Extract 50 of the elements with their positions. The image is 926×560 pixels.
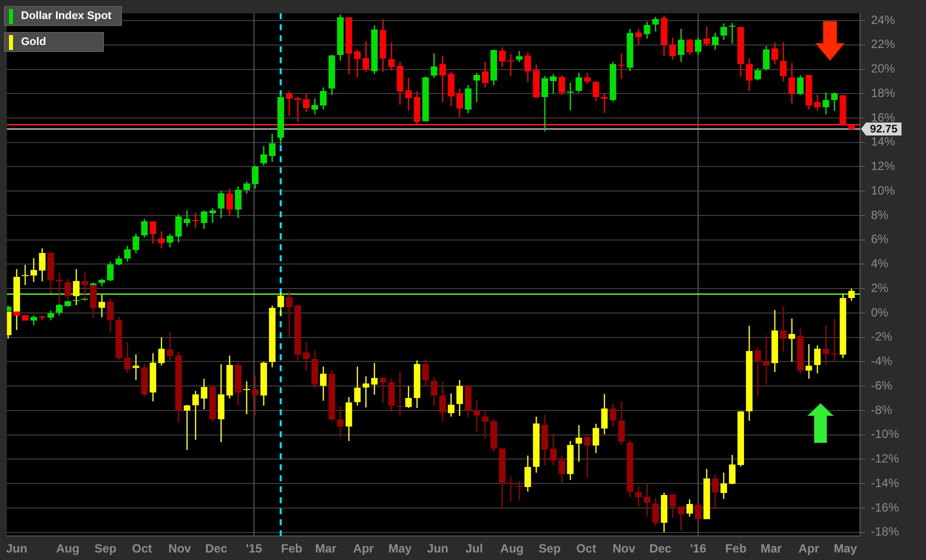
x-tick-label: Dec	[649, 542, 672, 556]
text: 92.75	[870, 124, 898, 136]
y-tick-label: 12%	[871, 159, 896, 174]
x-tick-label: Jun	[6, 542, 28, 556]
y-tick-label: -8%	[871, 402, 893, 417]
legend-label: Gold	[21, 36, 46, 48]
y-tick-label: 18%	[871, 86, 896, 100]
x-tick-label: Nov	[612, 542, 636, 556]
y-tick-label: -4%	[871, 354, 893, 368]
x-tick-label: Apr	[353, 542, 374, 556]
y-tick-label: -18%	[871, 524, 900, 539]
x-tick-label: Sep	[94, 542, 117, 556]
x-tick-label: Nov	[168, 542, 192, 556]
x-tick-label: Mar	[760, 542, 782, 556]
x-tick-label: Aug	[500, 542, 524, 556]
y-tick-label: -6%	[871, 378, 893, 392]
y-tick-label: 14%	[871, 134, 896, 149]
y-tick-label: 2%	[871, 280, 889, 295]
y-tick-label: 20%	[871, 62, 896, 76]
x-tick-label: May	[834, 542, 858, 556]
y-tick-label: 22%	[871, 37, 896, 52]
x-tick-label: Jun	[427, 542, 448, 556]
y-tick-label: -2%	[871, 330, 893, 344]
x-tick-label: '16	[690, 542, 707, 556]
y-tick-label: -16%	[871, 500, 900, 514]
x-tick-label: '15	[246, 542, 262, 556]
legend-box: Dollar Index Spot	[4, 6, 122, 26]
legend-box: Gold	[4, 32, 104, 52]
x-tick-label: May	[388, 542, 412, 556]
x-tick-label: Mar	[315, 542, 337, 556]
y-tick-label: 8%	[871, 208, 889, 222]
y-tick-label: 24%	[871, 12, 896, 27]
x-tick-label: Aug	[56, 542, 80, 556]
y-tick-label: 0%	[871, 305, 889, 320]
legend-label: Dollar Index Spot	[21, 10, 112, 22]
y-tick-label: -14%	[871, 476, 900, 490]
x-tick-label: Oct	[576, 542, 596, 556]
x-tick-label: Feb	[281, 542, 302, 556]
x-tick-label: Sep	[538, 542, 561, 556]
y-tick-label: 10%	[871, 183, 896, 198]
x-tick-label: Oct	[132, 542, 152, 556]
y-tick-label: -12%	[871, 452, 900, 466]
x-tick-label: Jul	[466, 542, 483, 556]
x-tick-label: Dec	[205, 542, 228, 556]
x-tick-label: Feb	[725, 542, 747, 556]
y-tick-label: 6%	[871, 232, 889, 246]
y-tick-label: 4%	[871, 256, 889, 271]
y-tick-label: 16%	[871, 110, 896, 124]
x-tick-label: Apr	[798, 542, 820, 556]
y-tick-label: -10%	[871, 427, 900, 442]
